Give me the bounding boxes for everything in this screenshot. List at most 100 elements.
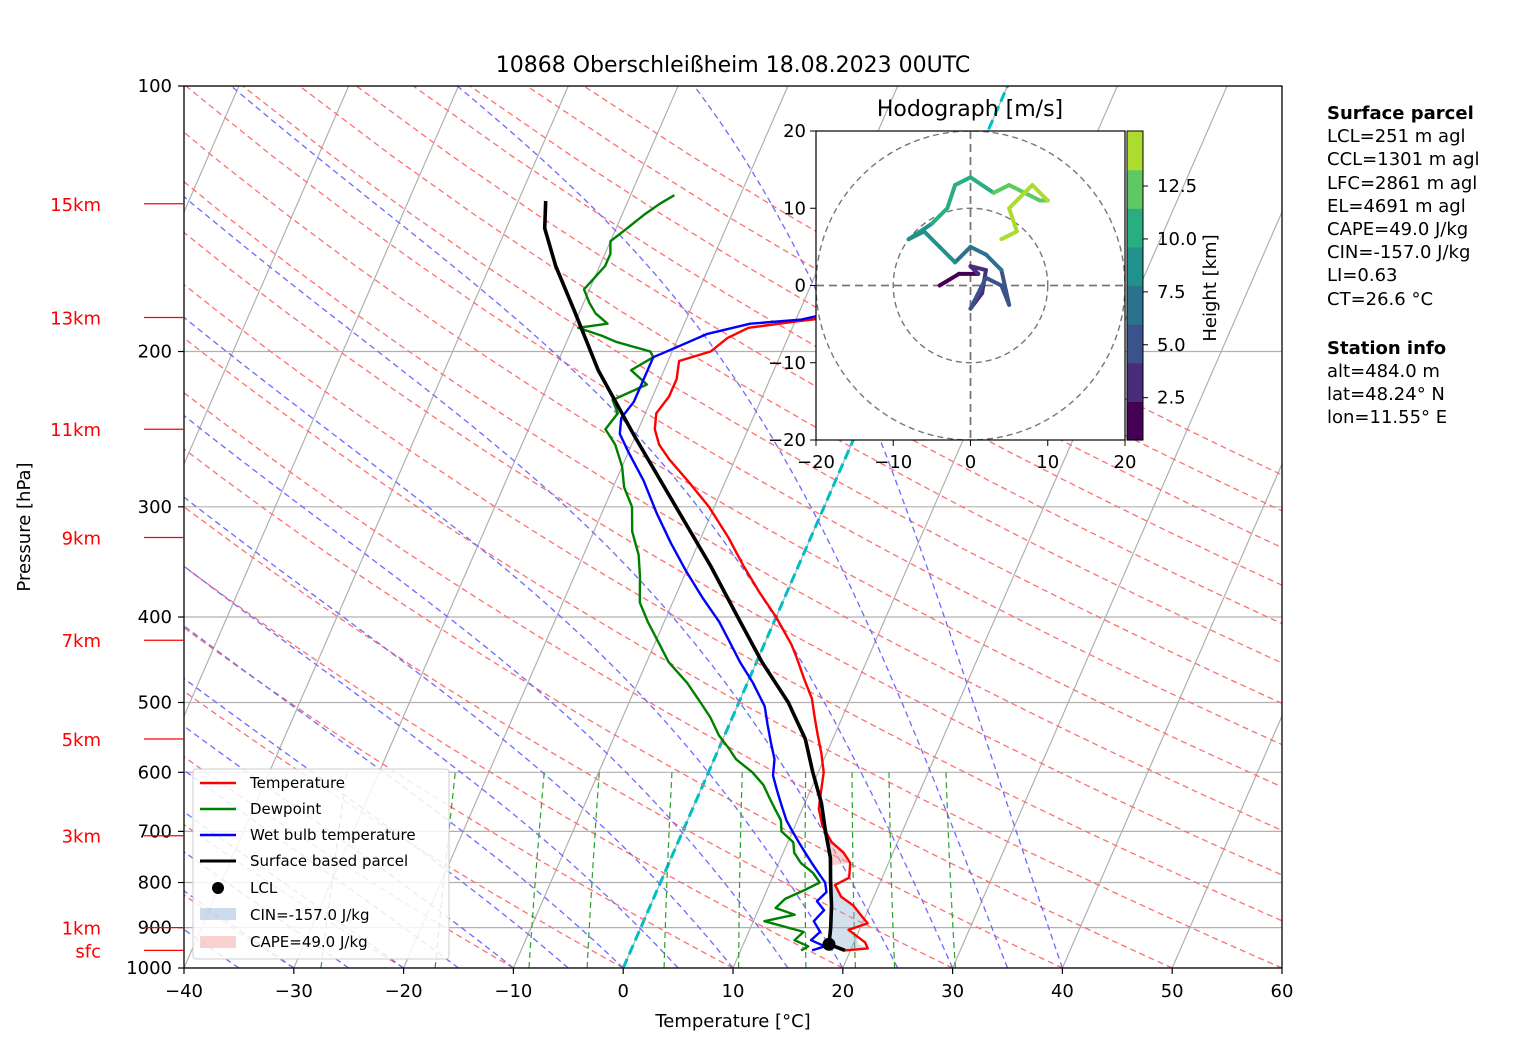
cin-value: CIN=-157.0 J/kg [1327, 242, 1471, 264]
mixing-ratio-line [851, 772, 856, 968]
surface-parcel-header: Surface parcel [1327, 103, 1474, 124]
colorbar-segment [1127, 215, 1143, 225]
hodograph-segment [991, 183, 1012, 195]
colorbar-segment [1127, 347, 1143, 356]
lfc-value: LFC=2861 m agl [1327, 172, 1478, 194]
dry-adiabat [184, 283, 1282, 922]
colorbar-segment [1127, 231, 1143, 240]
colorbar-segment [1127, 293, 1143, 302]
hodograph-segment [1007, 206, 1019, 234]
chart-title: 10868 Oberschleißheim 18.08.2023 00UTC [496, 53, 971, 78]
dry-adiabat [184, 690, 624, 968]
colorbar-segment [1127, 270, 1143, 279]
legend-dewpoint-label: Dewpoint [250, 800, 321, 818]
dry-adiabat [185, 86, 1282, 746]
hodograph-segment [953, 244, 973, 265]
colorbar-segment [1127, 308, 1143, 317]
info-panel: Surface parcel LCL=251 m agl CCL=1301 m … [1327, 102, 1480, 430]
colorbar-segment [1127, 285, 1143, 294]
dry-adiabat [184, 448, 1063, 968]
colorbar-segment [1127, 393, 1143, 402]
hodograph-segment [922, 229, 942, 249]
colorbar-segment [1127, 177, 1143, 186]
station-latitude: lat=48.24° N [1327, 384, 1445, 406]
x-tick-label: −30 [275, 981, 313, 1002]
isotherm [184, 86, 460, 718]
hodograph-segment [999, 268, 1012, 307]
y-axis-label: Pressure [hPa] [14, 462, 35, 591]
colorbar-segment [1127, 355, 1143, 364]
colorbar-segment [1127, 331, 1143, 341]
colorbar-segment [1127, 239, 1143, 248]
mixing-ratio-line [663, 772, 673, 968]
colorbar-segment [1127, 131, 1143, 140]
ccl-value: CCL=1301 m agl [1327, 149, 1480, 171]
colorbar-segment [1127, 424, 1143, 433]
dry-adiabat [184, 627, 734, 968]
height-label: 3km [62, 827, 101, 848]
colorbar-segment [1127, 146, 1143, 155]
legend-lcl-marker [212, 882, 224, 894]
y-tick-label: 200 [138, 342, 172, 363]
x-axis-ticks: −40 −30 −20 −10 0 10 20 30 40 50 60 [165, 968, 1293, 1002]
colorbar-segment [1127, 409, 1143, 418]
isotherm [184, 86, 350, 466]
hodograph-segment [1030, 183, 1050, 203]
hodograph-segment [983, 275, 1004, 288]
hodograph-segment [983, 252, 1004, 273]
mixing-ratio-line [738, 772, 743, 968]
hodograph-segment [968, 244, 988, 257]
isotherm [952, 210, 1282, 968]
y-tick-label: 500 [138, 692, 172, 713]
colorbar-segment [1127, 192, 1143, 202]
hodograph-ring [892, 207, 1049, 364]
legend-temperature-label: Temperature [249, 774, 345, 792]
legend-cape-swatch [200, 936, 236, 948]
x-axis-label: Temperature [°C] [654, 1011, 810, 1032]
colorbar-segment [1127, 432, 1143, 441]
height-label: 11km [50, 420, 101, 441]
colorbar-segment [1127, 339, 1143, 348]
moist-adiabat [184, 565, 679, 968]
legend-wetbulb-label: Wet bulb temperature [250, 826, 416, 844]
moist-adiabat [230, 86, 954, 968]
hodograph-segment [968, 175, 996, 195]
hodograph-segment [1007, 183, 1027, 195]
isotherm [842, 86, 1228, 968]
hodograph-y-tick-label: 0 [795, 276, 806, 297]
hodograph-segment [953, 175, 973, 188]
colorbar-segment [1127, 262, 1143, 271]
colorbar-segment [1127, 246, 1143, 256]
moist-adiabat [184, 625, 624, 968]
dry-adiabat [184, 337, 1282, 968]
isotherm [403, 86, 789, 968]
hodograph-y-tick-label: −20 [768, 430, 806, 451]
colorbar-label: Height [km] [1200, 234, 1221, 341]
hodograph-x-tick-label: −20 [797, 452, 835, 473]
hodograph-colorbar: 2.5 5.0 7.5 10.0 12.5 [1126, 130, 1197, 441]
hodograph-segment [999, 229, 1019, 242]
x-tick-label: −20 [385, 981, 423, 1002]
y-tick-label: 100 [138, 76, 172, 97]
colorbar-segment [1127, 138, 1143, 148]
mixing-ratio-line [528, 772, 545, 968]
dry-adiabat [184, 391, 1173, 968]
hodograph-segment [1007, 183, 1035, 211]
colorbar-tick-label: 2.5 [1157, 388, 1186, 409]
height-label: 13km [50, 308, 101, 329]
hodograph-y-tick-label: 10 [783, 198, 806, 219]
dry-adiabat [184, 565, 844, 968]
moist-adiabat [184, 725, 514, 968]
x-tick-label: 20 [831, 981, 854, 1002]
hodograph-y-tick-label: −10 [768, 353, 806, 374]
legend-cape-label: CAPE=49.0 J/kg [250, 933, 368, 951]
isotherm [1171, 714, 1282, 968]
colorbar-segment [1127, 254, 1143, 263]
hodograph-inset: Hodograph [m/s] −20 −10 0 10 20 20 10 0 −10 −20 2… [768, 97, 1221, 473]
cape-value: CAPE=49.0 J/kg [1327, 219, 1469, 241]
legend: Temperature Dewpoint Wet bulb temperatur… [192, 768, 450, 960]
colorbar-segment [1127, 154, 1143, 163]
hodograph-title: Hodograph [m/s] [877, 97, 1063, 122]
